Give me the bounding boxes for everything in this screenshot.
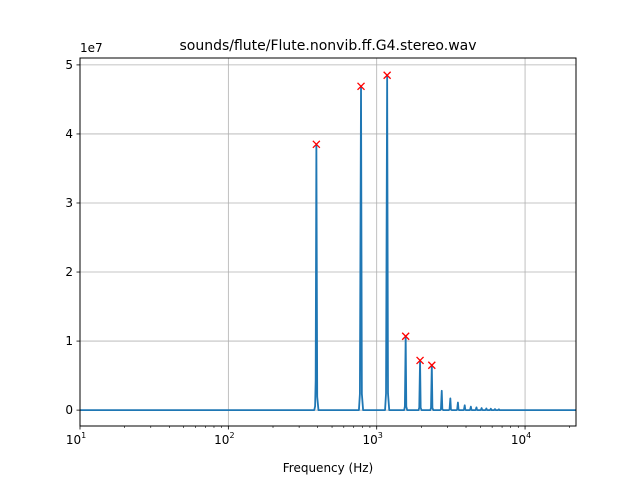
- x-tick-exponent: 2: [229, 431, 234, 440]
- peak-marker-stroke: [357, 82, 365, 91]
- x-tick-label: 104: [511, 431, 531, 447]
- axes-frame: [79, 57, 577, 427]
- x-axis-label: Frequency (Hz): [283, 461, 374, 475]
- peak-marker: [401, 332, 410, 341]
- peak-marker-stroke: [312, 140, 321, 149]
- peak-marker: [357, 82, 365, 91]
- peak-marker-stroke: [416, 356, 425, 365]
- x-tick-exponent: 4: [526, 431, 531, 440]
- peak-marker-stroke: [401, 332, 410, 341]
- y-offset-label: 1e7: [80, 41, 103, 55]
- peak-marker-stroke: [383, 71, 392, 80]
- y-tick-label: 2: [65, 265, 73, 279]
- plot-area: [80, 71, 576, 412]
- x-tick-exponent: 3: [378, 431, 383, 440]
- x-tick-label: 103: [363, 431, 383, 447]
- y-tick-label: 5: [65, 58, 73, 72]
- y-tick-label: 1: [65, 334, 73, 348]
- x-tick-label: 102: [214, 431, 234, 447]
- peak-marker: [312, 140, 321, 149]
- peak-marker-stroke: [427, 361, 436, 370]
- chart-title: sounds/flute/Flute.nonvib.ff.G4.stereo.w…: [179, 38, 476, 54]
- peak-marker: [427, 361, 436, 370]
- y-tick-label: 3: [65, 196, 73, 210]
- x-tick-exponent: 1: [81, 431, 86, 440]
- y-tick-label: 0: [65, 403, 73, 417]
- peak-marker: [383, 71, 392, 80]
- peak-marker: [416, 356, 425, 365]
- spectrum-line: [80, 74, 576, 412]
- y-tick-label: 4: [65, 127, 73, 141]
